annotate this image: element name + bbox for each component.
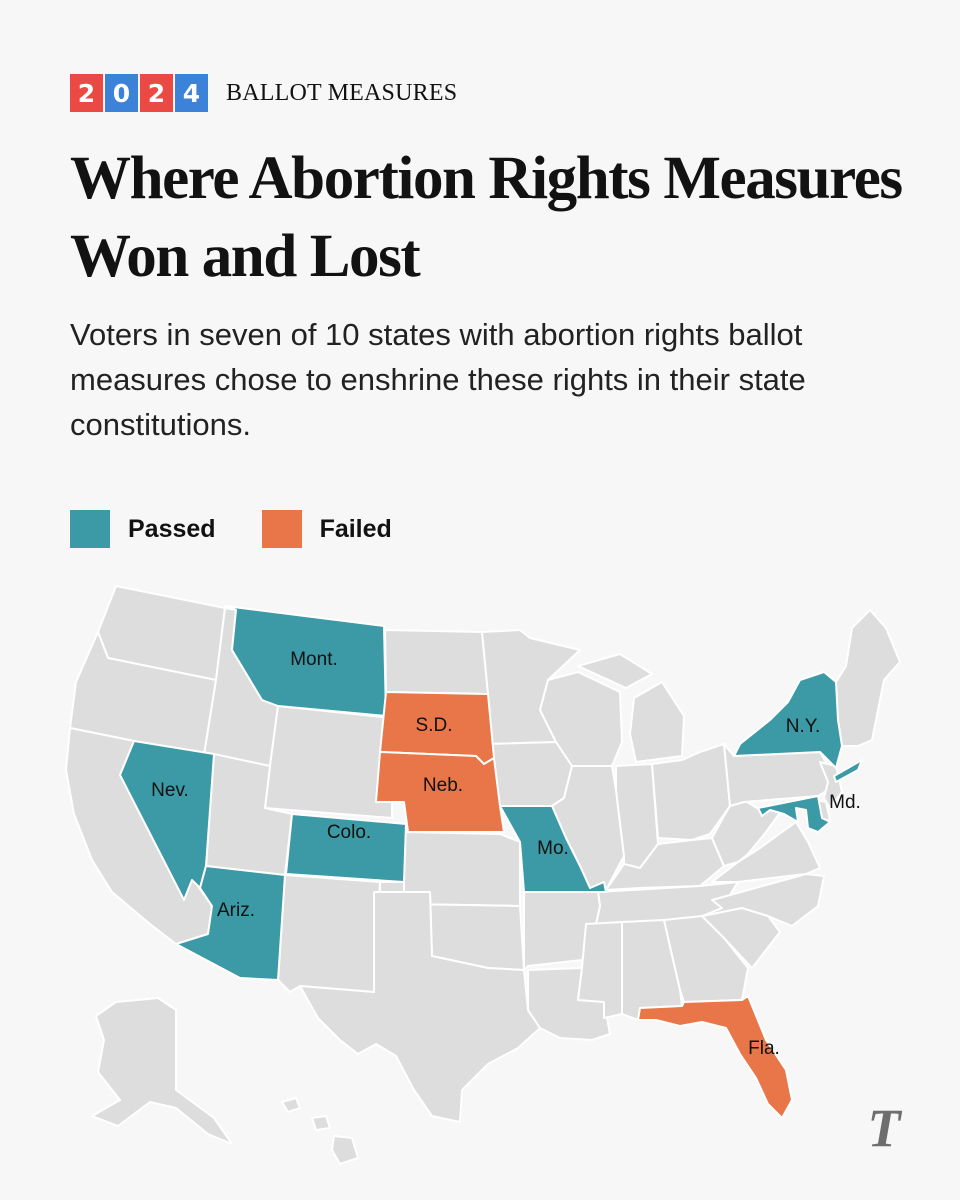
label-mo: Mo. [537, 838, 569, 859]
state-hawaii [281, 1097, 359, 1165]
state-alaska [91, 997, 233, 1145]
state-north-dakota [384, 629, 489, 695]
state-new-mexico [277, 874, 381, 993]
state-maryland [757, 795, 831, 833]
state-iowa [487, 741, 573, 807]
legend-label-passed: Passed [128, 514, 216, 543]
legend-swatch-passed [70, 510, 110, 548]
state-wyoming [264, 705, 393, 819]
state-new-england [835, 609, 901, 747]
label-fla: Fla. [748, 1038, 780, 1059]
label-mont: Mont. [290, 649, 338, 670]
legend-item-passed: Passed [70, 510, 216, 548]
state-missouri [499, 805, 607, 893]
legend-swatch-failed [261, 510, 302, 548]
label-md: Md. [829, 792, 861, 813]
state-michigan [577, 653, 685, 763]
label-ny: N.Y. [786, 716, 821, 737]
state-north-carolina [701, 873, 825, 927]
label-neb: Neb. [423, 775, 463, 796]
state-colorado [285, 813, 407, 883]
state-new-york [733, 671, 863, 783]
state-arizona [175, 865, 286, 981]
subheadline: Voters in seven of 10 states with aborti… [70, 317, 806, 442]
year-digit: 0 [105, 74, 138, 112]
year-digit: 2 [140, 74, 173, 112]
label-colo: Colo. [327, 822, 371, 843]
label-sd: S.D. [416, 715, 453, 736]
year-digit: 2 [70, 74, 103, 112]
label-nev: Nev. [151, 780, 189, 801]
year-digit: 4 [175, 74, 208, 112]
legend-item-failed: Failed [261, 510, 392, 548]
us-state-map: Mont. S.D. Neb. Nev. Colo. Mo. Ariz. N.Y… [65, 585, 901, 1165]
state-montana [224, 605, 387, 717]
state-texas [299, 891, 541, 1123]
nyt-logo-icon: T [867, 1098, 901, 1158]
label-ariz: Ariz. [217, 900, 255, 921]
legend-label-failed: Failed [319, 514, 392, 543]
section-label: BALLOT MEASURES [226, 79, 458, 106]
state-nevada [119, 740, 215, 901]
ballot-measures-badge: 2 0 2 4 BALLOT MEASURES [70, 74, 457, 112]
page-title: Where Abortion Rights Measures Won and L… [70, 145, 903, 290]
state-florida [637, 995, 793, 1119]
map-legend: Passed Failed [70, 510, 438, 548]
state-virginia [711, 821, 821, 883]
state-nebraska [375, 751, 505, 833]
